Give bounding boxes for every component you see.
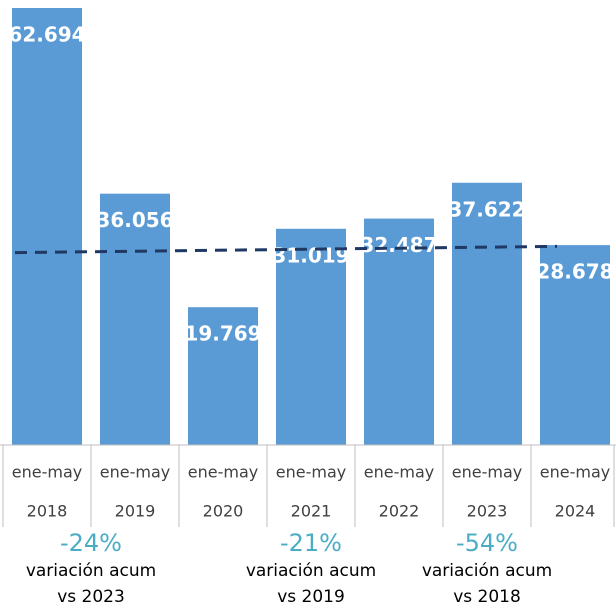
annotation-text: variación acum [422,561,552,581]
value-label: 28.678 [536,260,613,284]
bar [276,228,346,445]
annotation-text: variación acum [246,561,376,581]
x-tick-label: ene-may [364,463,434,482]
x-tick-label: ene-may [276,463,346,482]
annotation-value: -54% [456,529,518,557]
value-label: 36.056 [96,208,173,232]
x-tick-label: ene-may [188,463,258,482]
x-tick-label: 2019 [115,502,156,521]
value-label: 62.694 [8,23,85,47]
bar [452,182,522,445]
annotation-value: -21% [280,529,342,557]
x-tick-label: 2021 [291,502,332,521]
annotation-ref: vs 2023 [57,587,125,607]
x-tick-label: 2020 [203,502,244,521]
annotation-ref: vs 2019 [277,587,345,607]
x-tick-label: 2024 [555,502,596,521]
bar [12,8,82,445]
x-tick-label: ene-may [12,463,82,482]
bar [364,218,434,445]
value-label: 31.019 [272,243,349,267]
annotation-text: variación acum [26,561,156,581]
x-tick-label: 2018 [27,502,68,521]
value-label: 19.769 [184,322,261,346]
annotation-value: -24% [60,529,122,557]
x-tick-label: ene-may [100,463,170,482]
trend-line [14,244,558,255]
value-label: 32.487 [360,233,437,257]
bar [540,245,610,445]
x-tick-label: 2023 [467,502,508,521]
bar [188,307,258,445]
value-label: 37.622 [448,197,525,221]
annotation-ref: vs 2018 [453,587,521,607]
x-tick-label: ene-may [452,463,522,482]
bar [100,193,170,445]
x-tick-label: ene-may [540,463,610,482]
x-tick-label: 2022 [379,502,420,521]
